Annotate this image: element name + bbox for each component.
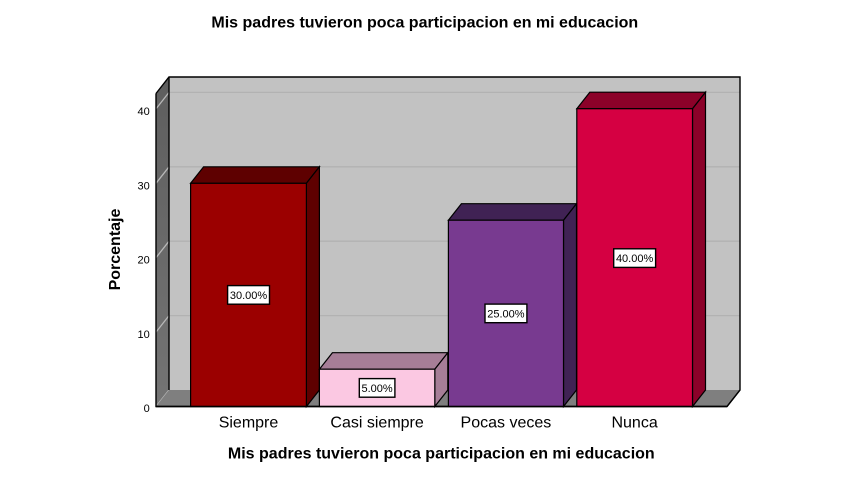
svg-text:5.00%: 5.00% <box>361 383 392 395</box>
svg-text:Siempre: Siempre <box>219 414 279 431</box>
svg-text:30.00%: 30.00% <box>230 290 268 302</box>
svg-text:10: 10 <box>138 329 150 341</box>
svg-text:40.00%: 40.00% <box>616 253 654 265</box>
svg-text:Mis padres tuvieron poca parti: Mis padres tuvieron poca participacion e… <box>211 15 638 32</box>
svg-text:Casi siempre: Casi siempre <box>330 414 423 431</box>
svg-text:Nunca: Nunca <box>611 414 657 431</box>
svg-text:Porcentaje: Porcentaje <box>107 208 124 290</box>
svg-text:0: 0 <box>144 403 150 415</box>
svg-text:25.00%: 25.00% <box>487 308 525 320</box>
svg-text:40: 40 <box>138 106 150 118</box>
svg-text:Pocas veces: Pocas veces <box>461 414 552 431</box>
svg-text:20: 20 <box>138 255 150 267</box>
svg-text:Mis padres tuvieron poca parti: Mis padres tuvieron poca participacion e… <box>228 446 655 463</box>
svg-text:30: 30 <box>138 180 150 192</box>
